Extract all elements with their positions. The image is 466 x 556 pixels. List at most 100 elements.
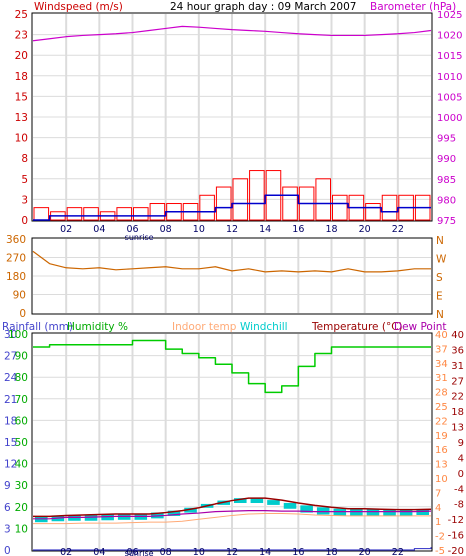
rain-tick-label: 21	[4, 394, 17, 406]
wind-gust-bar	[332, 194, 348, 221]
temp-inner-tick-label: 22	[435, 416, 448, 427]
x-tick-label-p1: 16	[292, 224, 304, 235]
temp-outer-tick-label: 36	[451, 345, 464, 356]
wind-tick-label: 5	[21, 174, 28, 186]
windchill-bar	[167, 510, 181, 516]
compass-label: N	[436, 309, 444, 321]
x-tick-label-p1: 08	[160, 224, 172, 235]
wind-gust-bar	[315, 178, 331, 221]
wind-tick-label: 15	[15, 91, 28, 103]
rain-tick-label: 30	[4, 329, 17, 341]
temp-inner-tick-label: 40	[435, 330, 448, 341]
humidity-tick-label: 70	[15, 394, 28, 406]
baro-tick-label: 990	[437, 154, 456, 165]
x-tick-label-p3: 04	[93, 547, 105, 556]
legend-indoor-temp: Indoor temp	[172, 321, 237, 333]
humidity-tick-label: 20	[15, 502, 28, 514]
wind-tick-label: 10	[15, 133, 28, 145]
wind-average-line	[33, 194, 431, 221]
x-tick-label-p3: 22	[392, 547, 404, 556]
x-tick-label-p3: 16	[292, 547, 304, 556]
wind-gust-bar	[249, 170, 265, 221]
sunrise-label-p3: sunrise	[125, 549, 154, 556]
temp-outer-tick-label: -16	[448, 531, 464, 542]
humidity-tick-label: 30	[15, 480, 28, 492]
humidity-tick-label: 90	[15, 351, 28, 363]
x-tick-label-p1: 18	[325, 224, 337, 235]
direction-tick-label: 360	[6, 234, 26, 246]
rain-tick-label: 6	[4, 502, 11, 514]
temp-inner-tick-label: -2	[435, 532, 445, 543]
x-tick-label-p1: 10	[193, 224, 205, 235]
compass-label: S	[436, 272, 443, 284]
wind-gust-bar	[133, 207, 149, 221]
temp-inner-tick-label: 28	[435, 388, 448, 399]
wind-tick-label: 23	[15, 30, 28, 42]
temp-inner-tick-label: 37	[435, 344, 448, 355]
x-tick-label-p3: 08	[160, 547, 172, 556]
temp-inner-tick-label: 7	[435, 488, 441, 499]
legend-dewpoint: Dew Point	[394, 321, 447, 333]
x-tick-label-p1: 06	[126, 224, 138, 235]
temp-outer-tick-label: 9	[458, 438, 464, 449]
windchill-bar	[316, 507, 330, 515]
temp-inner-tick-label: 16	[435, 445, 448, 456]
rain-tick-label: 18	[4, 415, 17, 427]
x-tick-label-p3: 10	[193, 547, 205, 556]
windchill-bar	[234, 498, 247, 503]
x-tick-label-p3: 20	[359, 547, 371, 556]
temp-inner-tick-label: 34	[435, 359, 448, 370]
legend-windchill: Windchill	[240, 321, 288, 333]
wind-gust-bar	[83, 207, 99, 221]
direction-tick-label: 90	[13, 290, 26, 302]
temp-outer-tick-label: 40	[451, 330, 464, 341]
temp-inner-tick-label: 13	[435, 460, 448, 471]
rain-tick-label: 15	[4, 437, 17, 449]
chart-title: 24 hour graph day : 09 March 2007	[170, 1, 356, 13]
baro-tick-label: 1025	[437, 10, 462, 21]
temp-inner-tick-label: 19	[435, 431, 448, 442]
direction-tick-label: 0	[19, 308, 26, 320]
wind-tick-label: 3	[21, 194, 28, 206]
wind-tick-label: 13	[15, 112, 28, 124]
x-tick-label-p3: 02	[60, 547, 72, 556]
wind-gust-bar	[215, 186, 232, 221]
baro-tick-label: 1010	[437, 72, 462, 83]
wind-tick-label: 20	[15, 50, 28, 62]
wind-panel-frame	[31, 12, 433, 222]
wind-tick-label: 0	[21, 215, 28, 227]
legend-rainfall: Rainfall (mm)	[2, 321, 73, 333]
humidity-tick-label: 60	[15, 415, 28, 427]
humidity-line	[33, 339, 431, 394]
rain-tick-label: 0	[4, 545, 11, 556]
x-tick-label-p1: 12	[226, 224, 238, 235]
temp-outer-tick-label: 31	[451, 361, 464, 372]
direction-tick-label: 180	[6, 271, 26, 283]
windspeed-axis-title: Windspeed (m/s)	[34, 1, 123, 13]
compass-label: E	[436, 291, 443, 303]
rain-tick-label: 3	[4, 523, 11, 535]
rain-tick-label: 24	[4, 372, 18, 384]
wind-gust-bar	[282, 186, 298, 221]
windchill-bar	[283, 502, 297, 509]
sunrise-label-p1: sunrise	[125, 233, 154, 242]
temp-outer-tick-label: -4	[454, 484, 464, 495]
temp-inner-tick-label: -5	[435, 546, 445, 556]
x-tick-label-p3: 06	[126, 547, 138, 556]
windchill-bar	[416, 509, 429, 515]
windchill-bar	[399, 509, 413, 516]
temp-inner-tick-label: 4	[435, 503, 441, 514]
baro-tick-label: 1000	[437, 113, 462, 124]
rain-tick-label: 9	[4, 480, 11, 492]
wind-direction-line	[32, 250, 431, 273]
x-tick-label-p1: 04	[93, 224, 105, 235]
x-tick-label-p3: 14	[259, 547, 271, 556]
baro-tick-label: 975	[437, 216, 456, 227]
temp-outer-tick-label: -8	[454, 500, 464, 511]
baro-tick-label: 1015	[437, 51, 462, 62]
baro-tick-label: 980	[437, 195, 456, 206]
humidity-tick-label: 80	[15, 372, 28, 384]
wind-gust-bar	[33, 207, 50, 221]
temp-outer-tick-label: -20	[448, 546, 464, 556]
